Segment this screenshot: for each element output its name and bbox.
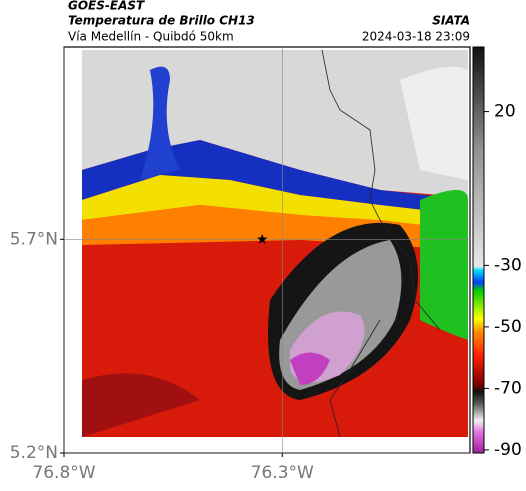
region: Vía Medellín - Quibdó 50km	[68, 30, 234, 44]
subtitle: Temperatura de Brillo CH13	[68, 14, 255, 28]
y-tick-label: 5.2°N	[10, 443, 58, 463]
title: GOES-EAST	[68, 0, 145, 13]
boundary	[321, 49, 441, 438]
colorbar-tick-label: -70	[494, 378, 522, 398]
colorbar-tick-label: -90	[494, 440, 522, 460]
y-tick-label: 5.7°N	[10, 229, 58, 249]
x-tick-label: 76.8°W	[32, 463, 95, 483]
source: SIATA	[432, 14, 470, 28]
timestamp: 2024-03-18 23:09	[362, 30, 470, 44]
colorbar	[472, 46, 485, 454]
colorbar-tick-label: -30	[494, 255, 522, 275]
location-marker	[257, 233, 268, 244]
colorbar-tick-label: -50	[494, 317, 522, 337]
colorbar-tick-label: 20	[494, 102, 516, 122]
x-tick-label: 76.3°W	[251, 463, 314, 483]
satellite-image	[82, 50, 468, 437]
